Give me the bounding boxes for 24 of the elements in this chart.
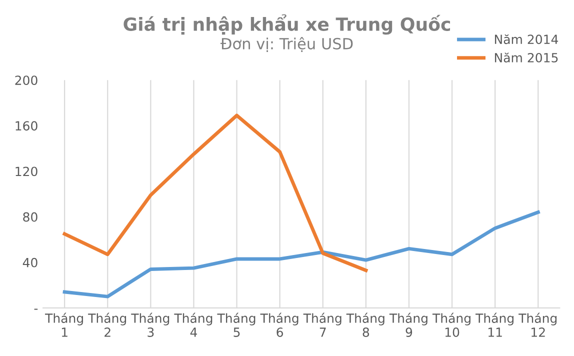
x-tick-label: Tháng 9: [389, 312, 428, 337]
x-tick-label: Tháng 10: [432, 312, 470, 337]
y-tick-label: 160: [16, 121, 38, 131]
x-tick-label: Tháng 8: [346, 312, 384, 337]
y-tick-label: 120: [16, 166, 38, 176]
y-tick-label: 40: [22, 258, 38, 268]
x-tick-label: Tháng 3: [131, 312, 170, 337]
line-series: [62, 210, 540, 298]
x-tick-label: Tháng 12: [518, 312, 557, 337]
chart-title: Giá trị nhập khẩu xe Trung Quốc: [124, 14, 450, 35]
x-tick-label: Tháng 1: [45, 312, 83, 337]
chart-subtitle: Đơn vị: Triệu USD: [220, 37, 353, 52]
legend-label: Năm 2014: [494, 34, 558, 44]
x-tick-label: Tháng 11: [476, 312, 514, 337]
x-tick-label: Tháng 7: [303, 312, 342, 337]
y-tick-label: 80: [23, 212, 38, 222]
y-tick-label: -: [34, 308, 38, 310]
x-tick-label: Tháng 4: [174, 312, 212, 337]
line-series: [62, 114, 368, 272]
legend-label: Năm 2015: [494, 52, 558, 62]
x-tick-label: Tháng 5: [217, 312, 256, 337]
x-tick-label: Tháng 6: [260, 312, 298, 337]
y-tick-label: 200: [15, 76, 38, 86]
x-tick-label: Tháng 2: [88, 312, 126, 337]
